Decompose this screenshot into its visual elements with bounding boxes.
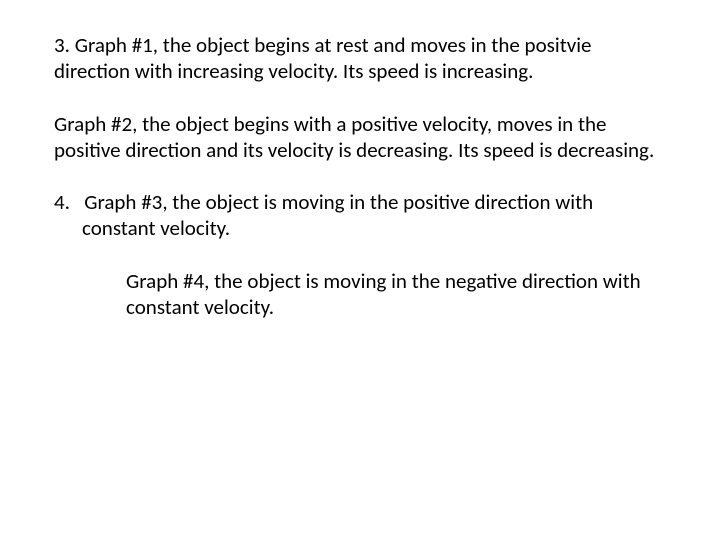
paragraph-item-3-graph2: Graph #2, the object begins with a posit… [54,111,666,164]
paragraph-item-4-graph3: 4. Graph #3, the object is moving in the… [54,189,666,242]
paragraph-item-3-graph1: 3. Graph #1, the object begins at rest a… [54,32,666,85]
paragraph-item-4-graph4: Graph #4, the object is moving in the ne… [54,268,666,321]
item-4-graph3-text: Graph #3, the object is moving in the po… [82,189,593,241]
item-4-number: 4. [54,189,70,215]
